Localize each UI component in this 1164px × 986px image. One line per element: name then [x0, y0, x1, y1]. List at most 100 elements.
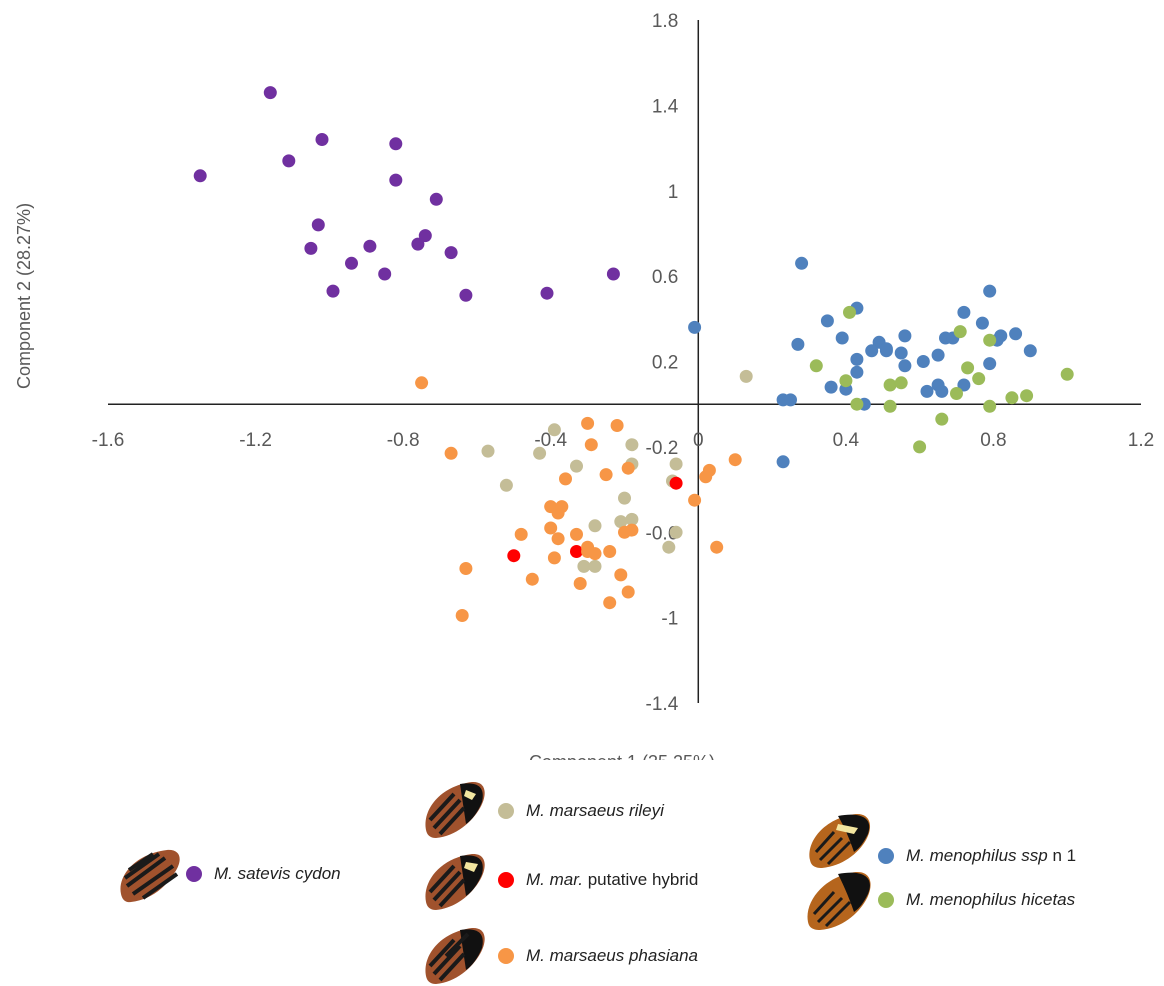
data-point	[957, 378, 971, 392]
legend-label: M. menophilus ssp n 1	[906, 846, 1077, 865]
x-tick-label: -0.8	[387, 430, 420, 451]
data-point	[570, 459, 583, 473]
y-tick-label: 1.8	[652, 11, 678, 32]
legend-item-satevis-cydon: M. satevis cydon	[186, 864, 341, 884]
data-point	[983, 399, 997, 413]
legend-marker	[498, 948, 514, 964]
data-point	[499, 478, 513, 492]
data-point	[547, 551, 561, 565]
butterfly-wing-icon-satevis	[120, 849, 180, 903]
data-point	[894, 346, 908, 360]
y-tick-label: -0.2	[646, 438, 679, 459]
data-point	[378, 267, 392, 281]
data-point	[581, 416, 595, 430]
data-point	[606, 267, 620, 281]
data-point	[540, 286, 554, 300]
data-point	[898, 329, 912, 343]
butterfly-wing-icon-hybrid	[425, 853, 485, 910]
data-point	[345, 256, 358, 270]
data-point	[669, 476, 683, 490]
data-point	[953, 325, 967, 339]
data-point	[455, 609, 469, 622]
x-tick-label: 0	[693, 430, 704, 451]
data-point	[913, 440, 927, 454]
legend-label: M. mar. putative hybrid	[526, 870, 699, 889]
butterfly-wing-icon-menophilus	[809, 813, 871, 868]
x-tick-label: -1.6	[92, 430, 125, 451]
data-point	[614, 568, 628, 582]
data-point	[688, 320, 702, 334]
data-point	[688, 493, 702, 507]
data-point	[551, 532, 565, 546]
data-point	[824, 380, 838, 394]
data-point	[728, 453, 742, 467]
data-point	[843, 305, 856, 319]
y-tick-label: 1.4	[652, 96, 679, 117]
data-point	[415, 376, 429, 390]
x-tick-label: 0.4	[833, 430, 860, 451]
legend-marker	[498, 803, 514, 819]
data-point	[429, 192, 443, 206]
legend-label: M. menophilus hicetas	[906, 890, 1076, 909]
y-tick-label: 1	[668, 182, 679, 203]
data-point	[835, 331, 849, 345]
data-point	[444, 246, 458, 260]
data-point	[850, 365, 864, 379]
data-point	[193, 169, 207, 183]
data-point	[795, 256, 809, 270]
y-tick-label: -1	[661, 609, 678, 630]
y-tick-label: 0.2	[652, 353, 678, 374]
data-point	[603, 545, 617, 558]
data-point	[791, 337, 805, 351]
data-point	[304, 241, 318, 255]
legend-item-putative-hybrid: M. mar. putative hybrid	[498, 870, 698, 890]
data-point	[983, 284, 997, 298]
data-point	[588, 547, 602, 561]
data-point	[599, 468, 613, 482]
legend-item-menophilus-hicetas: M. menophilus hicetas	[878, 890, 1075, 910]
data-point	[584, 438, 598, 452]
butterfly-wing-icon-rileyi	[425, 781, 485, 838]
data-point	[603, 596, 617, 610]
data-point	[418, 229, 432, 243]
y-tick-label: -0.6	[646, 523, 679, 544]
data-point	[916, 355, 930, 368]
data-point	[315, 133, 329, 146]
data-point	[710, 540, 724, 554]
data-point	[699, 470, 713, 484]
legend-item-marsaeus-phasiana: M. marsaeus phasiana	[498, 946, 698, 966]
data-point	[1009, 327, 1023, 341]
legend-label: M. satevis cydon	[214, 864, 341, 883]
data-point	[544, 521, 558, 535]
data-point	[459, 562, 473, 575]
data-point	[621, 461, 635, 475]
data-point	[850, 397, 864, 411]
butterfly-wing-icon-phasiana	[425, 927, 485, 984]
data-point	[625, 512, 639, 526]
data-point	[547, 423, 561, 437]
data-point	[839, 374, 853, 388]
data-point	[920, 384, 934, 398]
pca-scatter-chart: -1.6 -1.2 -0.8 -0.4 0 0.4 0.8 1.2 1.8 1.4 1 0.6 0.2…	[14, 11, 1154, 760]
legend-marker	[498, 872, 514, 888]
x-tick-label: -1.2	[239, 430, 272, 451]
data-point	[972, 372, 986, 386]
axes	[108, 20, 1141, 703]
data-point	[311, 218, 325, 232]
butterfly-wing-icon-hicetas	[807, 871, 871, 930]
data-point	[326, 284, 340, 298]
x-axis-title: Component 1 (35.25%)	[529, 752, 715, 760]
y-tick-label: -1.4	[646, 694, 679, 715]
data-point	[879, 342, 893, 356]
data-point	[935, 412, 949, 426]
data-point	[935, 384, 949, 398]
data-point	[444, 446, 458, 460]
legend-marker	[878, 848, 894, 864]
data-point	[389, 137, 403, 151]
data-point	[573, 577, 587, 590]
data-point	[481, 444, 495, 458]
data-point	[894, 376, 908, 390]
data-point	[263, 86, 277, 100]
legend-marker	[878, 892, 894, 908]
data-point	[662, 540, 676, 554]
